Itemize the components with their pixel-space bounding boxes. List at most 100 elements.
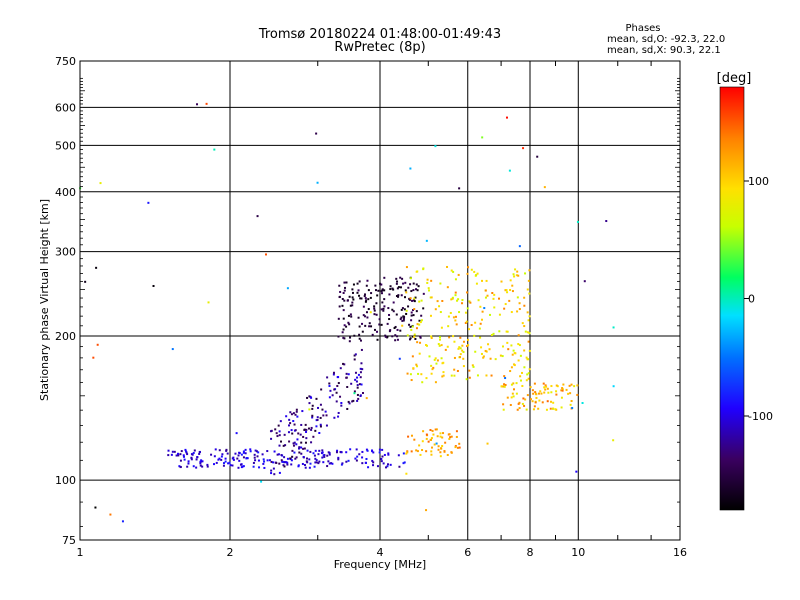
data-point [353, 354, 356, 357]
data-point [187, 460, 190, 463]
data-point [391, 308, 394, 311]
data-point [515, 382, 518, 385]
data-point [441, 445, 444, 448]
data-point [373, 313, 376, 316]
data-point [236, 457, 239, 460]
data-point [401, 307, 404, 310]
data-point [315, 397, 318, 400]
data-point [263, 466, 266, 469]
data-point [418, 319, 421, 322]
y-axis: 75 100 200 300 400 500 600 750 [55, 55, 680, 547]
data-point [342, 317, 345, 320]
data-point [177, 454, 180, 457]
data-point [569, 403, 572, 406]
data-point [523, 349, 526, 352]
data-point [359, 367, 362, 370]
data-point [353, 358, 356, 361]
data-point [528, 292, 531, 295]
data-point [285, 415, 288, 418]
data-point [255, 450, 258, 453]
data-point [452, 316, 455, 319]
data-point [328, 451, 331, 454]
data-point [448, 437, 451, 440]
data-point [406, 450, 409, 453]
data-point [481, 136, 484, 139]
data-point [450, 374, 453, 377]
data-point [459, 336, 462, 339]
data-point [455, 435, 458, 438]
data-point [480, 346, 483, 349]
data-point [325, 414, 328, 417]
data-point [240, 453, 243, 456]
data-point [295, 443, 298, 446]
data-point [505, 330, 508, 333]
data-point [274, 428, 277, 431]
data-point [303, 464, 306, 467]
data-point [326, 465, 329, 468]
data-point [517, 334, 520, 337]
data-point [310, 441, 313, 444]
data-point [560, 396, 563, 399]
data-point [322, 414, 325, 417]
data-point [319, 416, 322, 419]
data-point [339, 290, 342, 293]
data-point [503, 385, 506, 388]
data-point [331, 462, 334, 465]
data-point [301, 410, 304, 413]
data-point [419, 341, 422, 344]
data-point [337, 317, 340, 320]
data-point [431, 429, 434, 432]
data-point [354, 378, 357, 381]
data-point [403, 461, 406, 464]
data-point [415, 449, 418, 452]
data-point [481, 318, 484, 321]
data-point [349, 304, 352, 307]
data-point [415, 283, 418, 286]
data-point [292, 412, 295, 415]
data-point [289, 422, 292, 425]
data-point [315, 461, 318, 464]
data-point [337, 458, 340, 461]
data-point [316, 416, 319, 419]
data-point [283, 456, 286, 459]
data-point [351, 288, 354, 291]
data-point [462, 351, 465, 354]
data-point [492, 297, 495, 300]
x-axis: 1 2 4 6 8 10 16 [77, 61, 687, 559]
data-point [387, 452, 390, 455]
data-point [361, 456, 364, 459]
data-point [196, 103, 199, 106]
data-point [375, 289, 378, 292]
data-point [501, 345, 504, 348]
data-point [511, 392, 514, 395]
data-point [549, 407, 552, 410]
data-point [360, 383, 363, 386]
data-point [534, 391, 537, 394]
data-point [436, 435, 439, 438]
data-point [425, 437, 428, 440]
data-point [453, 368, 456, 371]
data-point [256, 215, 259, 218]
data-point [286, 463, 289, 466]
data-point [347, 314, 350, 317]
data-point [427, 440, 430, 443]
data-point [405, 312, 408, 315]
data-point [521, 402, 524, 405]
data-point [489, 313, 492, 316]
data-point [294, 457, 297, 460]
data-point [446, 286, 449, 289]
data-point [370, 292, 373, 295]
data-point [283, 433, 286, 436]
data-point [430, 453, 433, 456]
data-point [416, 323, 419, 326]
data-point [388, 330, 391, 333]
data-point [397, 295, 400, 298]
data-point [373, 307, 376, 310]
data-point [317, 462, 320, 465]
data-point [266, 450, 269, 453]
data-point [361, 462, 364, 465]
data-point [459, 347, 462, 350]
data-point [341, 304, 344, 307]
data-point [434, 145, 437, 148]
data-point [439, 338, 442, 341]
